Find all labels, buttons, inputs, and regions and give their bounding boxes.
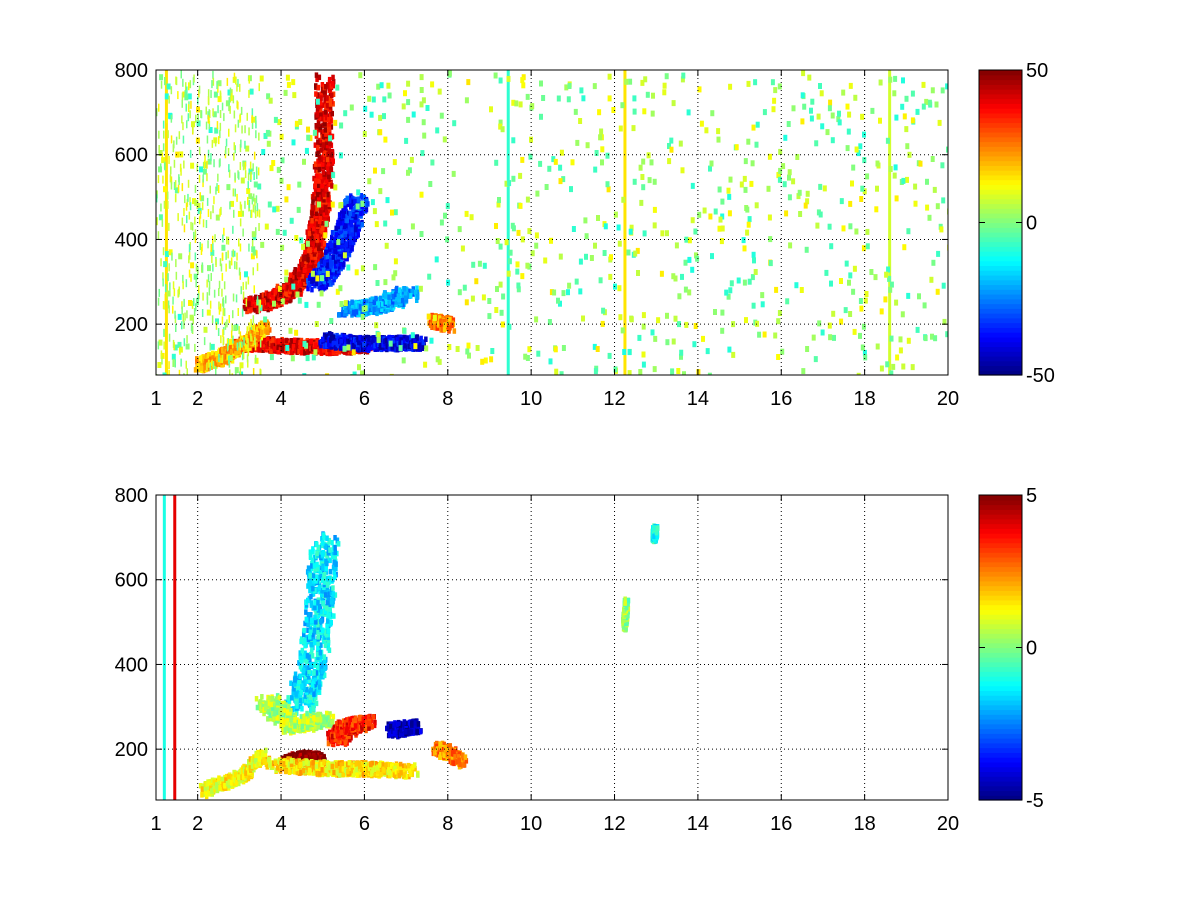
x-tick-label: 2 bbox=[192, 813, 203, 835]
x-tick-label: 6 bbox=[359, 388, 370, 410]
x-tick-label: 10 bbox=[520, 388, 542, 410]
feature-band-2 bbox=[326, 713, 377, 748]
y-tick-label: 400 bbox=[115, 654, 148, 676]
vertical-streak-1 bbox=[162, 495, 166, 800]
x-tick-label: 18 bbox=[854, 813, 876, 835]
x-tick-label: 2 bbox=[192, 388, 203, 410]
y-tick-label: 200 bbox=[115, 739, 148, 761]
feature-band-0 bbox=[242, 72, 336, 315]
y-tick-label: 600 bbox=[115, 145, 148, 167]
x-tick-label: 16 bbox=[770, 388, 792, 410]
colorbar-tick-label: 0 bbox=[1026, 638, 1037, 660]
x-tick-label: 6 bbox=[359, 813, 370, 835]
feature-band-4 bbox=[427, 312, 457, 334]
vertical-streak-2 bbox=[888, 70, 892, 375]
sparse-speckle bbox=[156, 70, 948, 375]
y-tick-label: 800 bbox=[115, 60, 148, 82]
y-tick-label: 400 bbox=[115, 229, 148, 251]
x-tick-label: 8 bbox=[442, 388, 453, 410]
x-tick-label: 12 bbox=[603, 813, 625, 835]
feature-band-4 bbox=[431, 740, 469, 770]
x-tick-label: 1 bbox=[150, 813, 161, 835]
colorbar-tick-label: 0 bbox=[1026, 213, 1037, 235]
x-tick-label: 10 bbox=[520, 813, 542, 835]
x-tick-label: 18 bbox=[854, 388, 876, 410]
feature-band-7 bbox=[198, 747, 268, 800]
feature-band-6 bbox=[337, 285, 420, 318]
feature-band-5 bbox=[261, 755, 420, 780]
x-tick-label: 16 bbox=[770, 813, 792, 835]
colorbar-tick-label: 5 bbox=[1026, 485, 1037, 507]
x-tick-label: 12 bbox=[603, 388, 625, 410]
feature-band-9 bbox=[650, 523, 660, 545]
feature-band-3 bbox=[385, 718, 423, 740]
axes-frame bbox=[155, 69, 949, 376]
x-tick-label: 20 bbox=[937, 388, 959, 410]
colorbar: 5 0 -5 bbox=[978, 485, 1044, 812]
x-tick-label: 1 bbox=[150, 388, 161, 410]
feature-band-3 bbox=[318, 331, 428, 353]
grid bbox=[156, 495, 948, 800]
y-tick-label: 600 bbox=[115, 570, 148, 592]
x-tick-label: 8 bbox=[442, 813, 453, 835]
x-tick-label: 14 bbox=[687, 813, 709, 835]
grid bbox=[156, 70, 948, 375]
colorbar: 50 0 -50 bbox=[978, 60, 1055, 387]
x-tick-label: 4 bbox=[275, 813, 286, 835]
feature-band-1 bbox=[284, 531, 341, 717]
x-tick-label: 14 bbox=[687, 388, 709, 410]
colorbar-tick-label: -50 bbox=[1026, 365, 1055, 387]
vertical-streak-0 bbox=[506, 70, 510, 375]
axes-frame bbox=[155, 494, 949, 801]
vertical-streak-1 bbox=[623, 70, 627, 375]
colorbar-tick-label: -5 bbox=[1026, 790, 1044, 812]
heatmap-content bbox=[162, 495, 660, 800]
vertical-streak-0 bbox=[173, 495, 177, 800]
feature-band-6 bbox=[254, 693, 336, 736]
x-tick-label: 20 bbox=[937, 813, 959, 835]
vertical-streak-3 bbox=[164, 70, 168, 375]
heatmap-content bbox=[156, 70, 948, 375]
feature-band-8 bbox=[621, 596, 631, 633]
colorbar-tick-label: 50 bbox=[1026, 60, 1048, 82]
y-tick-label: 200 bbox=[115, 314, 148, 336]
x-tick-label: 4 bbox=[275, 388, 286, 410]
y-tick-label: 800 bbox=[115, 485, 148, 507]
